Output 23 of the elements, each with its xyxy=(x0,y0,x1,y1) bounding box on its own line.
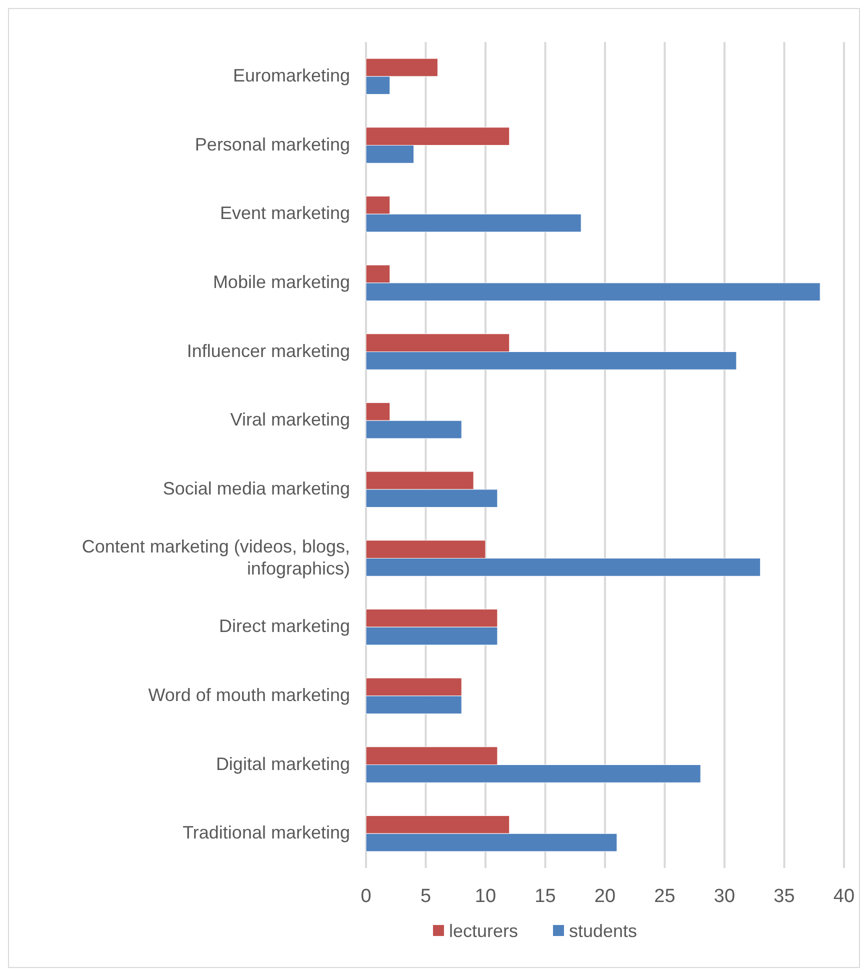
x-tick-label: 0 xyxy=(360,886,372,907)
x-tick-label: 35 xyxy=(774,886,795,907)
y-tick-label: Influencer marketing xyxy=(186,340,350,360)
x-tick-label: 20 xyxy=(594,886,616,907)
x-tick-label: 30 xyxy=(714,886,736,907)
y-tick-label: Social media marketing xyxy=(162,478,350,498)
y-tick-label: Event marketing xyxy=(220,202,350,223)
y-tick-label: Viral marketing xyxy=(230,409,350,430)
x-tick-label: 15 xyxy=(534,886,556,907)
x-tick-label: 10 xyxy=(474,886,496,907)
y-tick-label: Traditional marketing xyxy=(182,822,350,842)
y-tick-label: Direct marketing xyxy=(218,616,350,636)
legend-label: lecturers xyxy=(449,920,518,941)
x-tick-label: 5 xyxy=(420,886,432,907)
x-tick-label: 40 xyxy=(833,886,855,907)
y-tick-label: Word of mouth marketing xyxy=(148,684,350,705)
legend-label: students xyxy=(569,920,638,941)
y-tick-label: Euromarketing xyxy=(232,65,350,86)
y-tick-label: Mobile marketing xyxy=(212,272,350,292)
y-tick-label: Digital marketing xyxy=(216,754,350,774)
y-tick-label: Personal marketing xyxy=(194,134,350,154)
x-tick-label: 25 xyxy=(654,886,676,907)
y-tick-label: Content marketing (videos, blogs, infographics) xyxy=(82,536,350,578)
